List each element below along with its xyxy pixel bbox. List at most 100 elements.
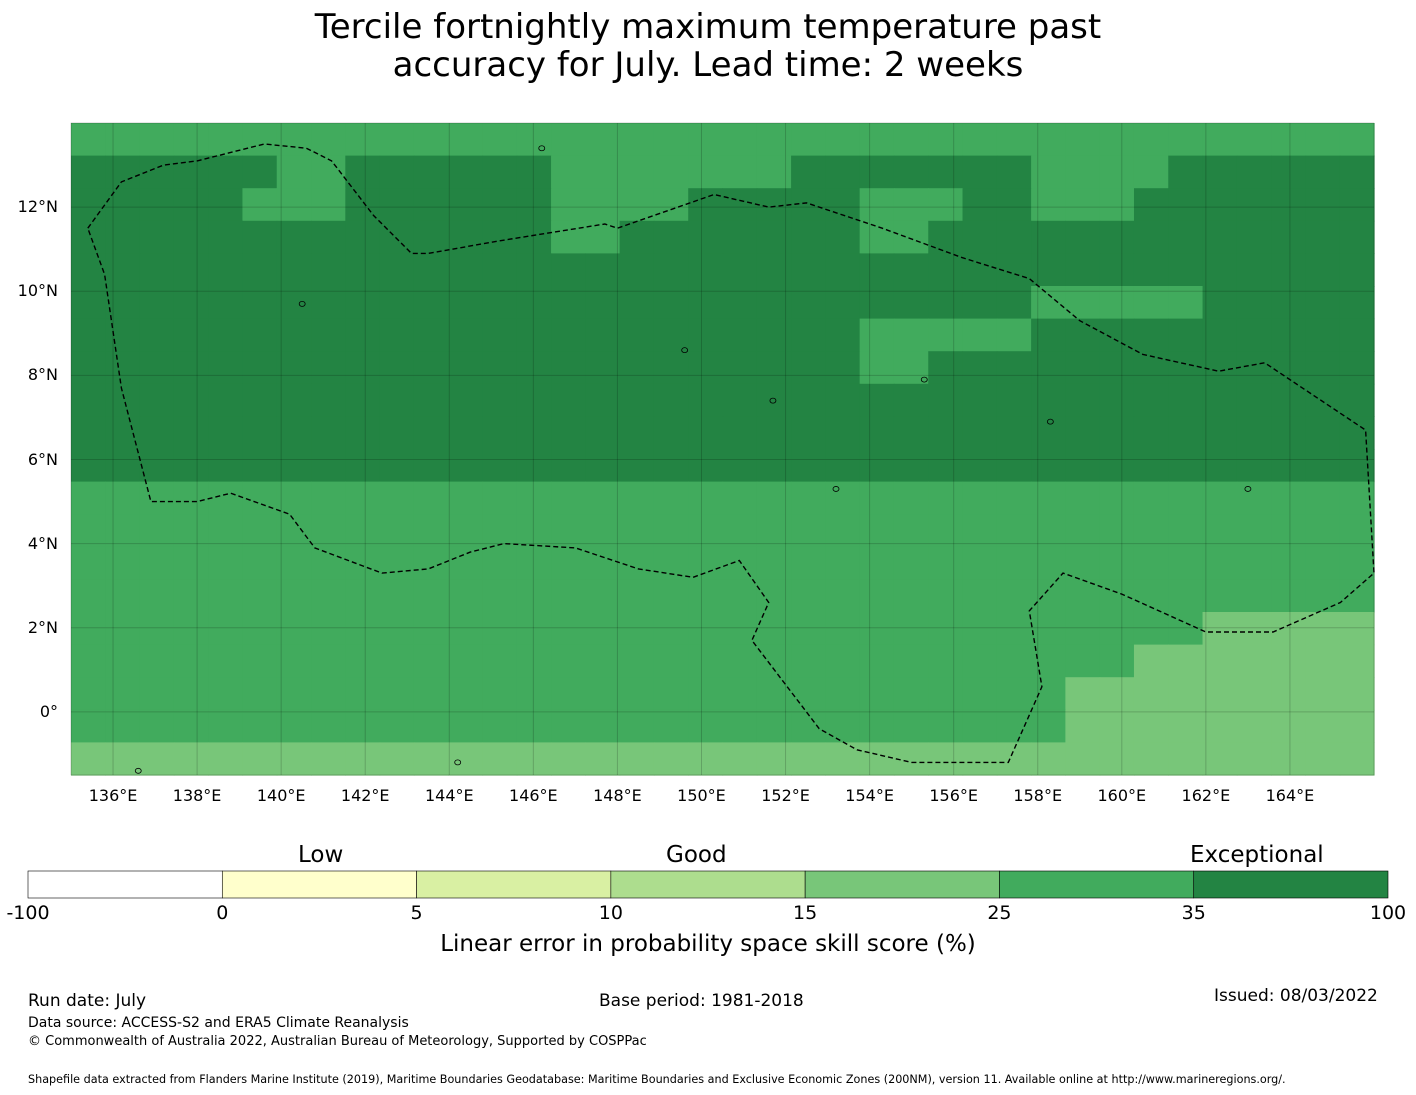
grid-cell: [619, 742, 655, 776]
grid-cell: [756, 253, 792, 287]
grid-cell: [105, 253, 141, 287]
grid-cell: [413, 351, 449, 385]
grid-cell: [653, 188, 689, 222]
grid-cell: [585, 546, 621, 580]
grid-cell: [1339, 546, 1375, 580]
grid-cell: [345, 220, 381, 254]
grid-cell: [482, 351, 518, 385]
grid-cell: [722, 253, 758, 287]
grid-cell: [413, 188, 449, 222]
eez-boundary: [87, 143, 1375, 764]
grid-cell: [413, 383, 449, 417]
grid-cell: [516, 416, 552, 450]
grid-cell: [1271, 481, 1307, 515]
grid-cell: [825, 449, 861, 483]
grid-cell: [173, 612, 209, 646]
grid-cell: [105, 742, 141, 776]
grid-cell: [516, 546, 552, 580]
grid-cell: [139, 742, 175, 776]
grid-cell: [208, 742, 244, 776]
grid-cell: [208, 546, 244, 580]
colorbar-category-good: Good: [666, 842, 727, 868]
grid-cell: [1065, 579, 1101, 613]
grid-cell: [688, 742, 724, 776]
grid-cell: [585, 123, 621, 157]
colorbar-segment: [804, 870, 1000, 899]
grid-cell: [448, 579, 484, 613]
grid-cell: [756, 449, 792, 483]
grid-cell: [448, 416, 484, 450]
grid-cell: [1031, 449, 1066, 483]
grid-cell: [71, 709, 106, 743]
grid-cell: [516, 612, 552, 646]
grid-cell: [585, 416, 621, 450]
grid-cell: [791, 253, 826, 287]
grid-cell: [413, 318, 449, 352]
grid-cell: [722, 318, 758, 352]
grid-cell: [1133, 709, 1169, 743]
grid-cell: [516, 709, 552, 743]
grid-cell: [516, 351, 552, 385]
grid-cell: [1031, 318, 1066, 352]
grid-cell: [551, 449, 586, 483]
grid-cell: [1236, 514, 1272, 548]
grid-cell: [242, 677, 278, 711]
grid-cell: [756, 220, 792, 254]
grid-cell: [242, 286, 278, 320]
grid-cell: [791, 188, 826, 222]
grid-cell: [448, 286, 484, 320]
grid-cell: [688, 612, 724, 646]
grid-cell: [1099, 514, 1135, 548]
grid-cell: [1202, 123, 1238, 157]
grid-cell: [516, 318, 552, 352]
grid-cell: [825, 286, 861, 320]
grid-cell: [448, 449, 484, 483]
grid-cell: [756, 155, 792, 189]
grid-cell: [1133, 123, 1169, 157]
grid-cell: [173, 546, 209, 580]
grid-cell: [859, 709, 895, 743]
grid-cell: [962, 612, 998, 646]
grid-cell: [791, 351, 826, 385]
grid-cell: [379, 188, 415, 222]
grid-cell: [893, 612, 929, 646]
grid-cell: [756, 677, 792, 711]
grid-cell: [1168, 644, 1204, 678]
grid-cell: [756, 709, 792, 743]
grid-cell: [482, 220, 518, 254]
grid-cell: [379, 351, 415, 385]
grid-cell: [893, 546, 929, 580]
grid-cell: [482, 155, 518, 189]
grid-cell: [516, 253, 552, 287]
grid-cell: [1065, 123, 1101, 157]
grid-cell: [345, 612, 381, 646]
grid-cell: [1339, 383, 1375, 417]
grid-cell: [242, 123, 278, 157]
grid-cell: [722, 742, 758, 776]
grid-cell: [1168, 253, 1204, 287]
grid-cell: [928, 677, 964, 711]
grid-cell: [105, 449, 141, 483]
grid-cell: [928, 220, 964, 254]
grid-cell: [413, 644, 449, 678]
grid-cell: [1271, 579, 1307, 613]
grid-cell: [928, 318, 964, 352]
grid-cell: [1099, 449, 1135, 483]
grid-cell: [1065, 286, 1101, 320]
grid-cell: [1133, 383, 1169, 417]
grid-cell: [1065, 220, 1101, 254]
grid-cell: [1339, 351, 1375, 385]
grid-cell: [551, 188, 586, 222]
grid-cell: [1099, 612, 1135, 646]
grid-cell: [139, 220, 175, 254]
grid-cell: [653, 253, 689, 287]
grid-cell: [482, 677, 518, 711]
grid-cell: [482, 318, 518, 352]
grid-cell: [688, 318, 724, 352]
grid-cell: [825, 220, 861, 254]
grid-cell: [893, 188, 929, 222]
grid-cell: [619, 351, 655, 385]
grid-cell: [756, 742, 792, 776]
grid-cell: [448, 188, 484, 222]
grid-cell: [1065, 449, 1101, 483]
